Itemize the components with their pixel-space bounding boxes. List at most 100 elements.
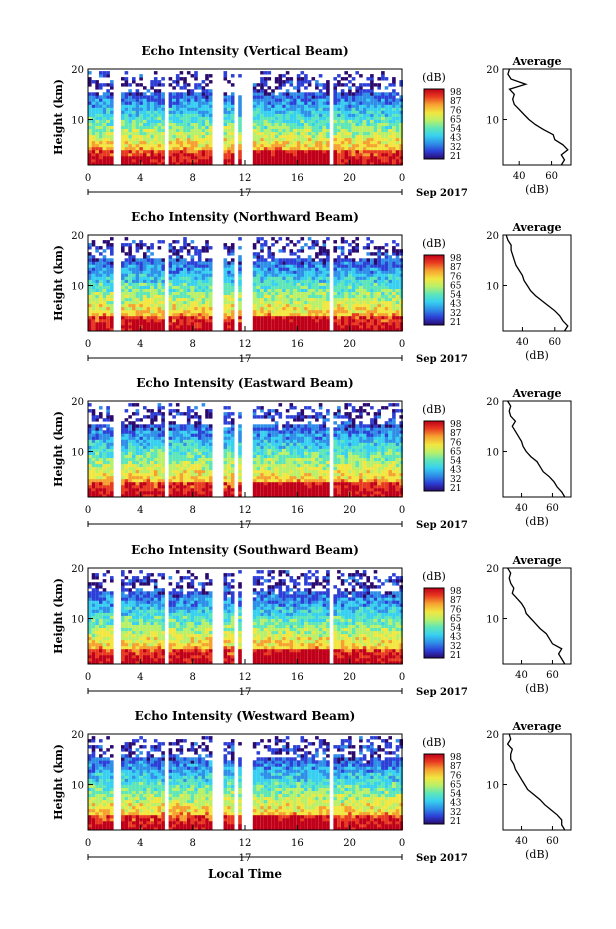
heatmap-cell (208, 131, 213, 136)
heatmap-cell (128, 270, 132, 274)
heatmap-cell (201, 101, 206, 105)
heatmap-cell (150, 122, 154, 126)
heatmap-cell (370, 267, 374, 271)
heatmap-cell (175, 110, 180, 114)
heatmap-cell (260, 152, 264, 157)
heatmap-cell (128, 89, 132, 93)
heatmap-cell (377, 159, 381, 163)
heatmap-cell (183, 107, 187, 111)
heatmap (88, 237, 403, 332)
heatmap-cell (318, 303, 323, 308)
heatmap-cell (381, 270, 385, 274)
heatmap-cell (271, 237, 275, 241)
heatmap-cell (205, 297, 209, 302)
heatmap-cell (172, 481, 176, 486)
heatmap-cell (161, 77, 165, 81)
heatmap-cell (99, 83, 103, 87)
heatmap-cell (143, 300, 147, 305)
heatmap-cell (300, 303, 305, 308)
heatmap-cell (282, 137, 286, 142)
heatmap-cell (128, 279, 132, 283)
heatmap-cell (370, 113, 374, 117)
heatmap-cell (267, 297, 272, 302)
heatmap-cell (121, 267, 125, 271)
heatmap-cell (128, 122, 132, 126)
heatmap-cell (161, 125, 165, 129)
heatmap-cell (377, 122, 381, 126)
heatmap-cell (205, 487, 209, 492)
heatmap-cell (146, 134, 151, 139)
heatmap-cell (307, 261, 312, 265)
heatmap-cell (143, 460, 147, 465)
heatmap-cell (344, 95, 348, 99)
heatmap-cell (172, 140, 176, 145)
heatmap-cell (135, 107, 140, 111)
heatmap-cell (208, 122, 213, 126)
heatmap-cell (337, 140, 341, 145)
heatmap-cell (102, 240, 107, 244)
heatmap-cell (91, 285, 96, 289)
heatmap-cell (132, 276, 136, 280)
heatmap-cell (172, 143, 176, 148)
heatmap-cell (124, 309, 129, 314)
heatmap-cell (194, 149, 198, 154)
heatmap-cell (135, 246, 140, 250)
heatmap-cell (139, 83, 143, 87)
heatmap-cell (238, 131, 242, 136)
heatmap-cell (373, 113, 378, 117)
heatmap-cell (190, 312, 195, 317)
heatmap-cell (157, 315, 162, 320)
heatmap-cell (252, 116, 257, 120)
heatmap-cell (132, 159, 136, 163)
heatmap-cell (175, 267, 180, 271)
heatmap-cell (186, 140, 191, 145)
heatmap-cell (366, 466, 370, 471)
heatmap-cell (377, 267, 381, 271)
heatmap-cell (315, 466, 319, 471)
heatmap-cell (333, 300, 337, 305)
heatmap-cell (135, 116, 140, 120)
heatmap-cell (307, 131, 312, 136)
heatmap-cell (326, 252, 330, 256)
heatmap-cell (183, 279, 187, 283)
heatmap-cell (102, 146, 107, 151)
heatmap-cell (263, 162, 268, 166)
heatmap-cell (121, 131, 125, 136)
heatmap-cell (326, 466, 330, 471)
heatmap-cell (333, 122, 337, 126)
heatmap-cell (322, 101, 327, 105)
heatmap-cell (318, 484, 323, 489)
heatmap-cell (139, 325, 143, 329)
heatmap-cell (388, 325, 392, 329)
heatmap-cell (263, 137, 268, 142)
heatmap-cell (205, 125, 209, 129)
heatmap-cell (227, 282, 231, 286)
heatmap-cell (168, 466, 173, 471)
heatmap-cell (121, 288, 125, 292)
heatmap-cell (388, 475, 392, 480)
heatmap-cell (106, 276, 110, 280)
heatmap-cell (95, 122, 99, 126)
heatmap-cell (395, 291, 400, 295)
heatmap-cell (300, 122, 305, 126)
heatmap-cell (139, 92, 143, 96)
heatmap-cell (318, 98, 323, 102)
heatmap-cell (285, 261, 290, 265)
heatmap-cell (300, 258, 305, 262)
heatmap-cell (139, 306, 143, 311)
heatmap-cell (366, 252, 370, 256)
heatmap-cell (373, 481, 378, 486)
heatmap-cell (106, 162, 110, 166)
heatmap-cell (157, 80, 162, 84)
heatmap-cell (99, 71, 103, 75)
heatmap-cell (337, 74, 341, 78)
heatmap-cell (99, 494, 103, 498)
heatmap-cell (340, 83, 345, 87)
heatmap-cell (304, 291, 308, 295)
heatmap-cell (157, 469, 162, 474)
heatmap-cell (252, 463, 257, 468)
heatmap-cell (260, 270, 264, 274)
heatmap-cell (344, 309, 348, 314)
heatmap-cell (143, 113, 147, 117)
heatmap-cell (373, 491, 378, 495)
